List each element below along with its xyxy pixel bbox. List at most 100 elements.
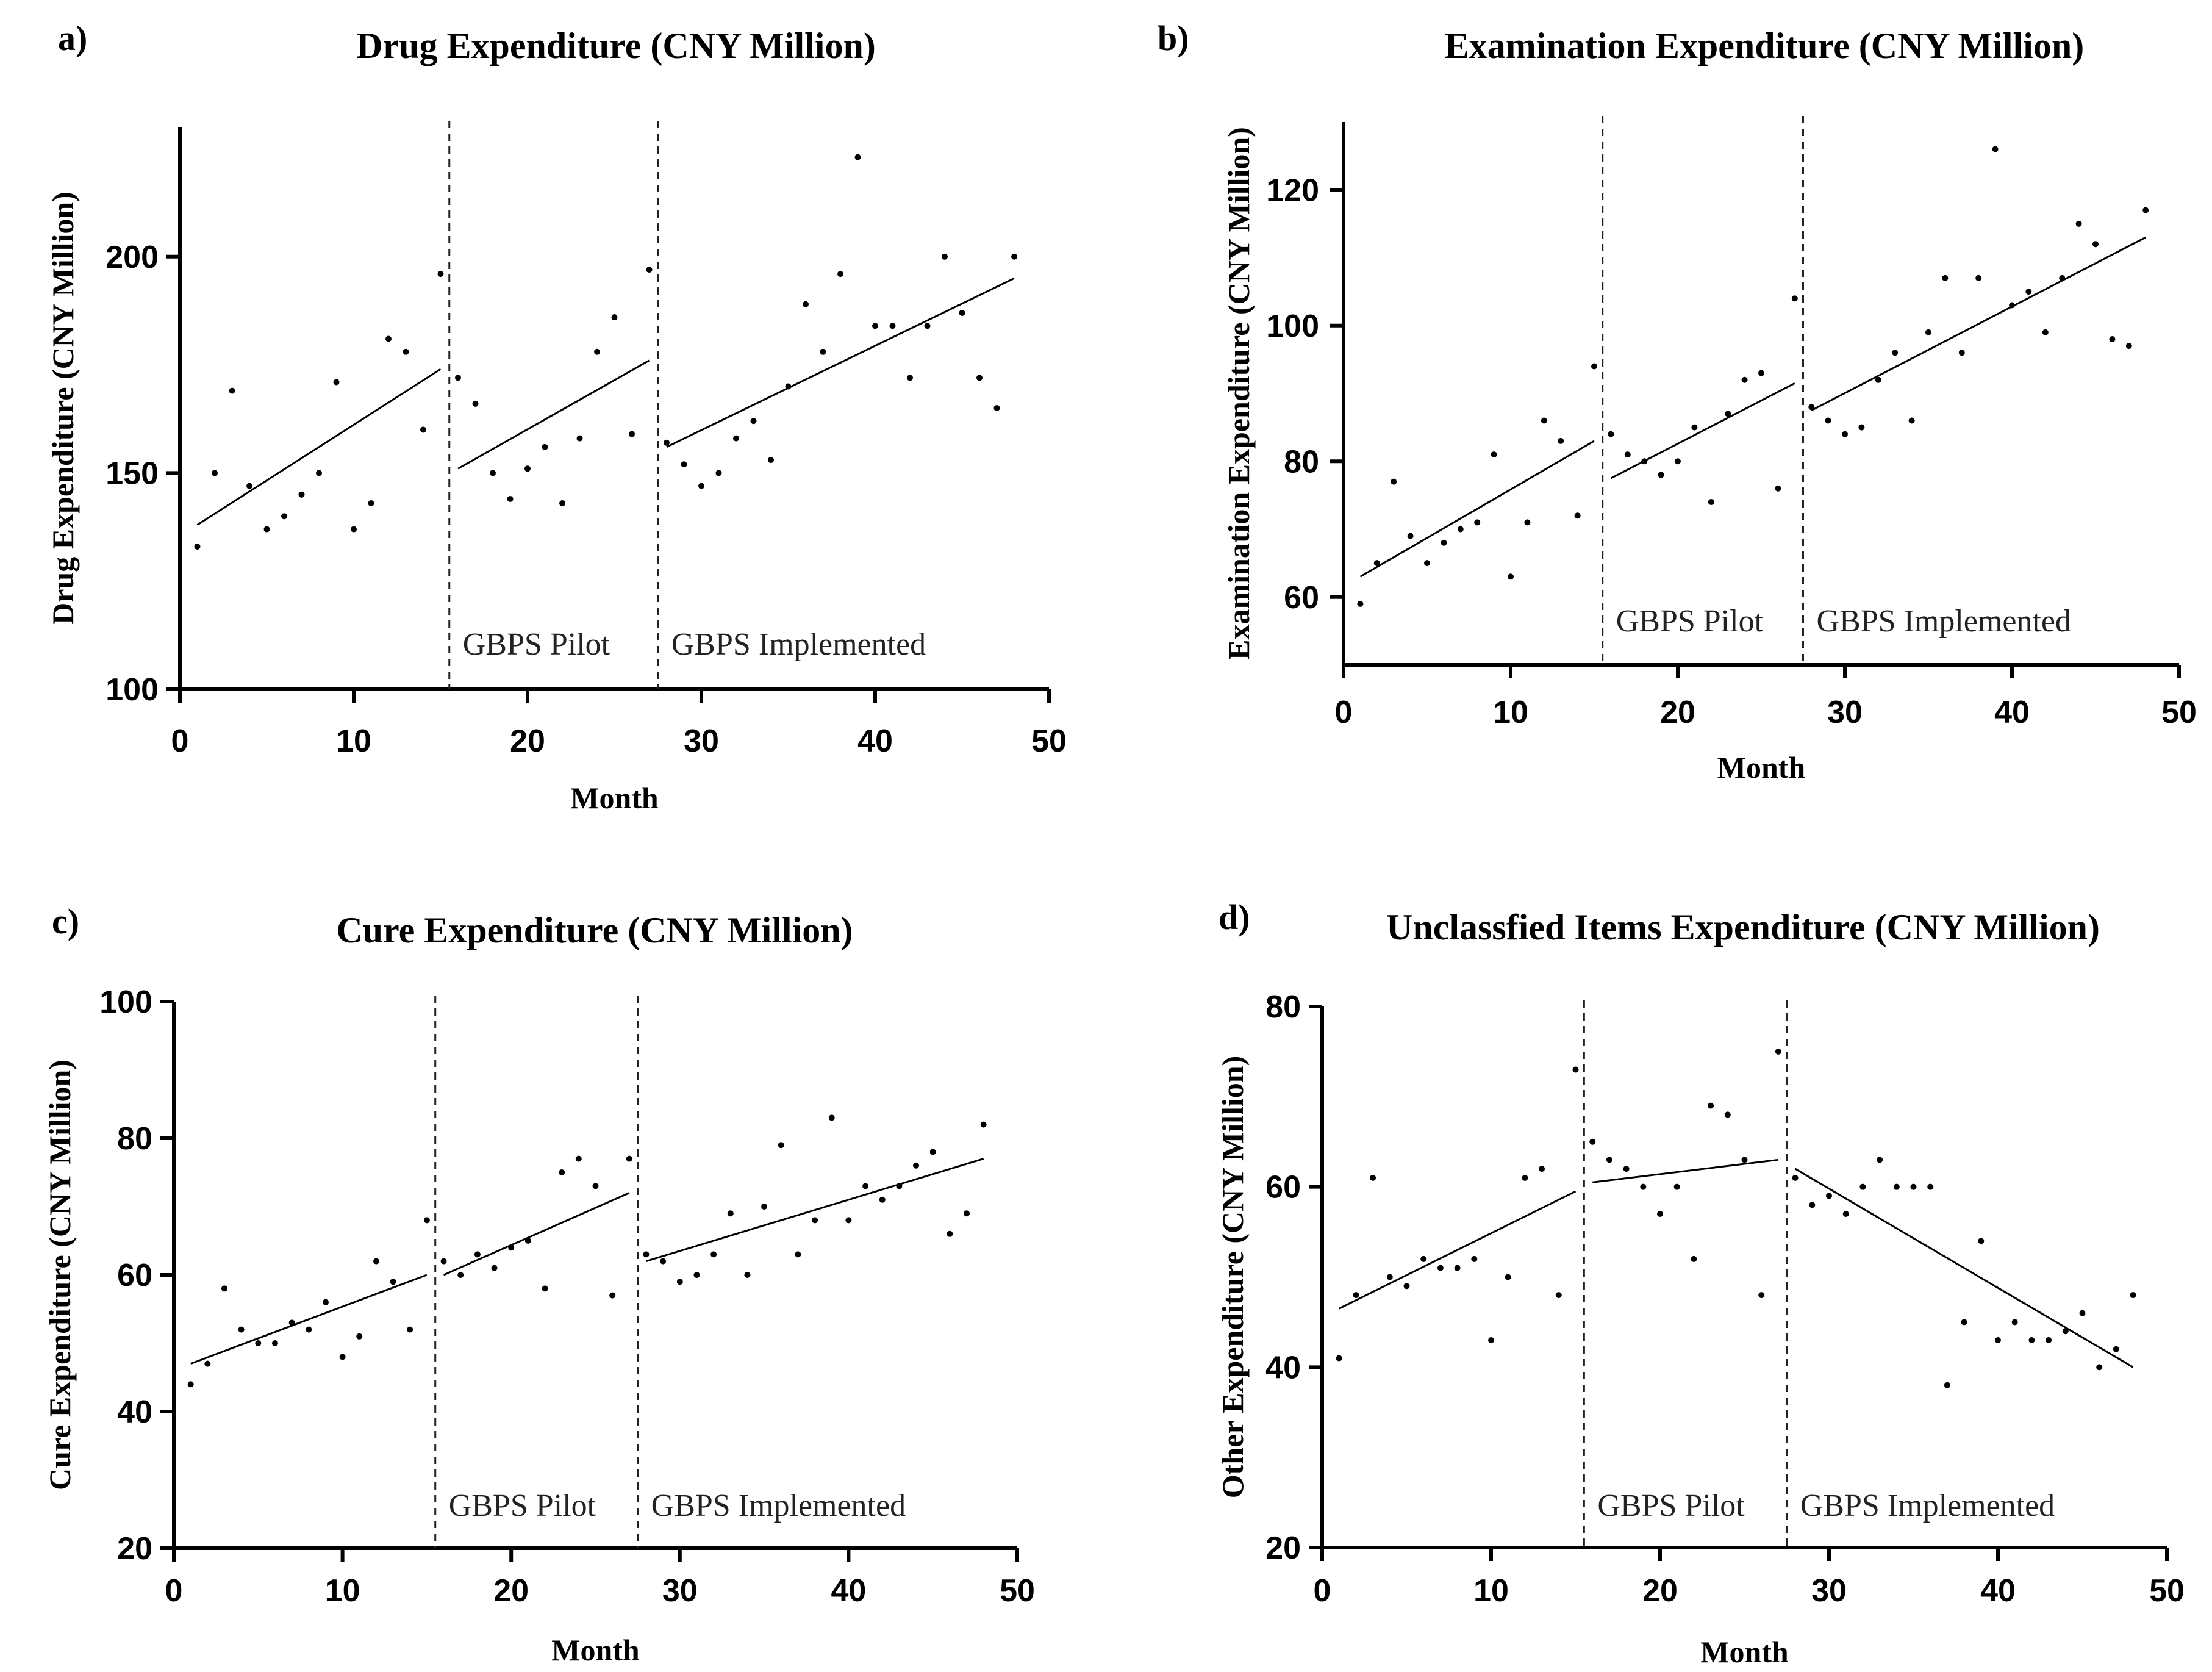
data-point (828, 1114, 835, 1121)
data-point (1539, 1166, 1545, 1172)
data-point (455, 375, 461, 381)
data-point (2142, 207, 2149, 213)
data-point (1624, 451, 1631, 458)
data-point (1505, 1274, 1511, 1280)
data-point (1391, 478, 1397, 485)
data-point (785, 383, 792, 390)
data-point (1944, 1382, 1950, 1388)
trend-line (196, 368, 442, 526)
x-axis-title: Month (570, 781, 659, 815)
y-tick-label: 150 (106, 456, 159, 491)
data-point (322, 1299, 329, 1305)
data-point (1775, 485, 1781, 492)
data-point (1791, 295, 1798, 302)
y-tick-label: 20 (1265, 1530, 1301, 1566)
data-point (1758, 370, 1764, 376)
y-axis-title: Cure Expenditure (CNY Million) (43, 1060, 77, 1490)
chart-title: Drug Expenditure (CNY Million) (356, 26, 876, 66)
data-point (646, 267, 653, 273)
panel-d: d) Unclassfied Items Expenditure (CNY Mil… (1106, 836, 2212, 1672)
x-tick-label: 20 (510, 723, 545, 759)
data-point (1858, 424, 1865, 431)
y-tick-label: 20 (117, 1531, 152, 1566)
data-point (1775, 1048, 1781, 1055)
panel-c: c) Cure Expenditure (CNY Million) 0 10 20 30 4… (0, 836, 1106, 1672)
data-point (1370, 1174, 1376, 1181)
x-tick-label: 30 (1827, 695, 1863, 730)
data-point (964, 1210, 970, 1217)
data-point (733, 435, 739, 442)
x-tick-label: 0 (1314, 1573, 1331, 1609)
data-point (896, 1183, 903, 1189)
data-point (559, 500, 565, 507)
data-point (1471, 1255, 1478, 1262)
data-point (306, 1326, 312, 1333)
data-point (1725, 411, 1731, 417)
trend-line (646, 1158, 984, 1263)
x-tick-label: 30 (1811, 1573, 1847, 1609)
data-point (407, 1326, 413, 1333)
data-point (750, 418, 757, 425)
x-tick-label: 40 (857, 723, 893, 759)
data-point (872, 323, 878, 329)
x-tick-label: 50 (2149, 1573, 2185, 1609)
y-tick-label: 60 (117, 1258, 152, 1293)
data-point (1842, 431, 1848, 437)
data-point (508, 1244, 515, 1251)
data-point (2046, 1337, 2052, 1343)
trend-line (443, 1192, 630, 1276)
data-point (255, 1340, 262, 1346)
data-point (1673, 1183, 1680, 1190)
data-point (212, 470, 218, 476)
chart-svg: b) Examination Expenditure (CNY Million) 0… (1158, 18, 2197, 784)
trend-line (1794, 1168, 2134, 1368)
trend-line (1811, 236, 2146, 412)
y-axis-title: Other Expenditure (CNY Million) (1215, 1056, 1250, 1498)
trend-line (1339, 1190, 1577, 1310)
data-point (1474, 519, 1481, 526)
data-point (542, 443, 548, 450)
data-point (924, 323, 931, 329)
data-point (373, 1258, 379, 1265)
data-point (1927, 1183, 1934, 1190)
data-point (2130, 1292, 2136, 1299)
data-point (1658, 472, 1664, 478)
data-point (187, 1381, 194, 1388)
data-point (1961, 1319, 1967, 1326)
panel-label: c) (52, 902, 79, 941)
data-point (575, 1155, 582, 1162)
data-point (1488, 1337, 1494, 1343)
data-point (221, 1285, 227, 1292)
data-point (907, 375, 913, 381)
data-point (1373, 560, 1380, 567)
data-point (710, 1251, 717, 1258)
data-point (576, 435, 583, 442)
phase-label: GBPS Implemented (1817, 604, 2071, 639)
x-tick-label: 50 (1031, 723, 1067, 759)
data-point (194, 543, 201, 550)
data-point (1522, 1174, 1528, 1181)
data-point (676, 1279, 683, 1285)
data-point (1591, 363, 1597, 370)
y-axis-title: Examination Expenditure (CNY Million) (1222, 127, 1256, 660)
data-point (2028, 1337, 2035, 1343)
data-point (440, 1258, 447, 1265)
data-point (1826, 1193, 1832, 1199)
trend-line (190, 1274, 428, 1365)
y-tick-label: 80 (1265, 989, 1301, 1025)
data-point (1978, 1238, 1985, 1244)
data-point (947, 1230, 953, 1237)
data-point (1942, 274, 1949, 281)
x-tick-label: 10 (325, 1573, 360, 1609)
data-point (1875, 376, 1881, 383)
data-point (1403, 1283, 1410, 1290)
data-point (2079, 1310, 2086, 1316)
x-tick-label: 30 (662, 1573, 698, 1609)
x-axis-title: Month (1717, 750, 1806, 784)
phase-label: GBPS Implemented (671, 627, 926, 662)
data-point (803, 301, 809, 307)
data-point (204, 1360, 211, 1367)
x-tick-label: 10 (1493, 695, 1528, 730)
data-point (351, 526, 357, 533)
data-point (592, 1183, 599, 1189)
